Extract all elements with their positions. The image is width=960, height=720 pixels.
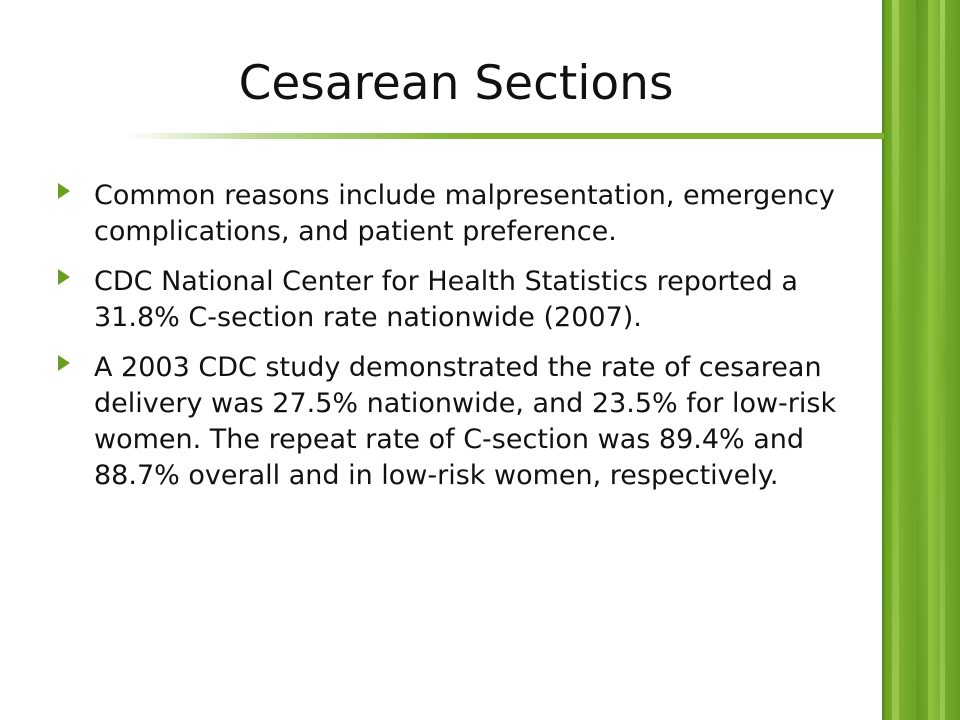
list-item: A 2003 CDC study demonstrated the rate o… xyxy=(58,350,858,494)
triangle-right-icon xyxy=(58,269,70,285)
triangle-right-icon xyxy=(58,183,70,199)
triangle-right-icon xyxy=(58,355,70,371)
title-underline xyxy=(126,133,884,139)
bullet-text: CDC National Center for Health Statistic… xyxy=(94,266,798,333)
list-item: CDC National Center for Health Statistic… xyxy=(58,264,858,336)
bullet-list: Common reasons include malpresentation, … xyxy=(58,178,858,508)
bullet-text: A 2003 CDC study demonstrated the rate o… xyxy=(94,352,837,491)
bullet-text: Common reasons include malpresentation, … xyxy=(94,180,835,247)
list-item: Common reasons include malpresentation, … xyxy=(58,178,858,250)
decorative-green-band xyxy=(882,0,960,720)
slide-title: Cesarean Sections xyxy=(238,56,674,111)
